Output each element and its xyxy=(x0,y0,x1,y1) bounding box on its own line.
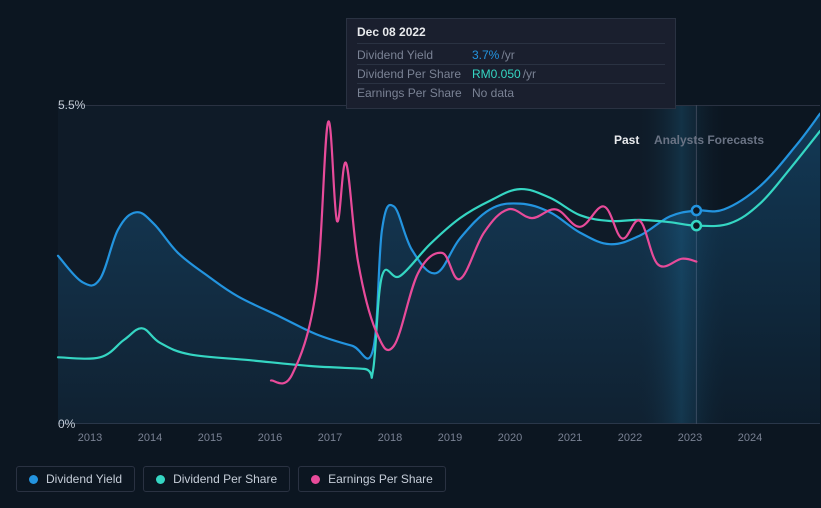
x-axis-label: 2016 xyxy=(258,432,282,444)
tooltip-row-value: No data xyxy=(472,86,514,100)
chart-canvas xyxy=(10,105,820,426)
legend-dot-icon xyxy=(311,475,320,484)
x-axis-label: 2018 xyxy=(378,432,402,444)
x-axis-label: 2024 xyxy=(738,432,762,444)
legend-item[interactable]: Dividend Yield xyxy=(16,466,135,492)
tooltip-row-label: Dividend Per Share xyxy=(357,67,472,81)
tooltip-row-label: Earnings Per Share xyxy=(357,86,472,100)
y-axis-label: 0% xyxy=(58,417,100,431)
chart-tooltip: Dec 08 2022 Dividend Yield3.7% /yrDivide… xyxy=(346,18,676,109)
tooltip-row-unit: /yr xyxy=(523,67,536,81)
x-axis-label: 2022 xyxy=(618,432,642,444)
legend-item[interactable]: Earnings Per Share xyxy=(298,466,446,492)
x-axis-label: 2021 xyxy=(558,432,582,444)
chart-legend: Dividend Yield Dividend Per Share Earnings… xyxy=(16,466,446,492)
tooltip-row: Earnings Per ShareNo data xyxy=(357,84,665,102)
x-axis-label: 2023 xyxy=(678,432,702,444)
tooltip-row-value: 3.7% xyxy=(472,48,499,62)
chart-section-label: Past xyxy=(614,133,639,147)
legend-dot-icon xyxy=(29,475,38,484)
dividend-chart: 5.5%0% PastAnalysts Forecasts xyxy=(10,105,820,431)
tooltip-row: Dividend Per ShareRM0.050 /yr xyxy=(357,65,665,84)
legend-item[interactable]: Dividend Per Share xyxy=(143,466,290,492)
tooltip-row-unit: /yr xyxy=(501,48,514,62)
x-axis-label: 2019 xyxy=(438,432,462,444)
legend-label: Earnings Per Share xyxy=(328,472,433,486)
legend-dot-icon xyxy=(156,475,165,484)
tooltip-row-label: Dividend Yield xyxy=(357,48,472,62)
tooltip-row-value: RM0.050 xyxy=(472,67,521,81)
x-axis-label: 2017 xyxy=(318,432,342,444)
x-axis-label: 2014 xyxy=(138,432,162,444)
y-axis-label: 5.5% xyxy=(58,98,100,112)
legend-label: Dividend Per Share xyxy=(173,472,277,486)
legend-label: Dividend Yield xyxy=(46,472,122,486)
tooltip-date: Dec 08 2022 xyxy=(357,25,665,44)
chart-section-label: Analysts Forecasts xyxy=(654,133,764,147)
x-axis-label: 2015 xyxy=(198,432,222,444)
tooltip-row: Dividend Yield3.7% /yr xyxy=(357,46,665,65)
x-axis-label: 2020 xyxy=(498,432,522,444)
x-axis-label: 2013 xyxy=(78,432,102,444)
